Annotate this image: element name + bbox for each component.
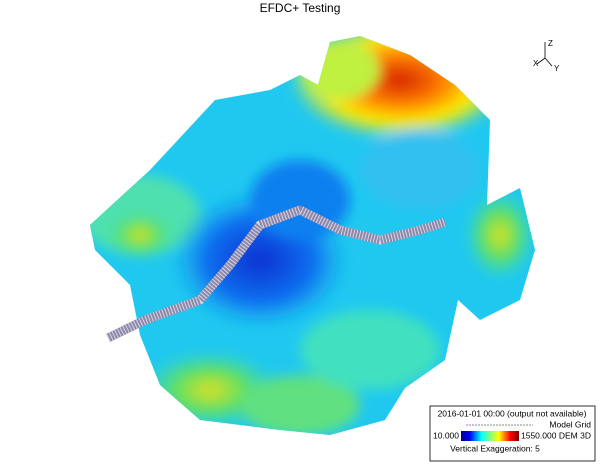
max-label: 1550.000 [521,430,557,440]
axis-triad: Z X Y [533,39,560,73]
legend: 2016-01-01 00:00 (output not available) … [429,405,596,462]
z-label: Z [548,39,553,48]
exaggeration: Vertical Exaggeration: 5 [450,443,540,453]
model-grid [106,205,447,343]
terrain [90,36,535,435]
title: EFDC+ Testing [260,1,341,15]
timestamp: 2016-01-01 00:00 (output not available) [438,408,587,418]
x-label: X [533,59,539,68]
y-axis [544,57,553,67]
x-axis [536,57,546,65]
dem-label: DEM 3D [559,430,591,440]
y-label: Y [554,64,560,73]
min-label: 10.000 [433,430,459,440]
colorbar [461,431,519,441]
grid-label: Model Grid [549,419,591,429]
